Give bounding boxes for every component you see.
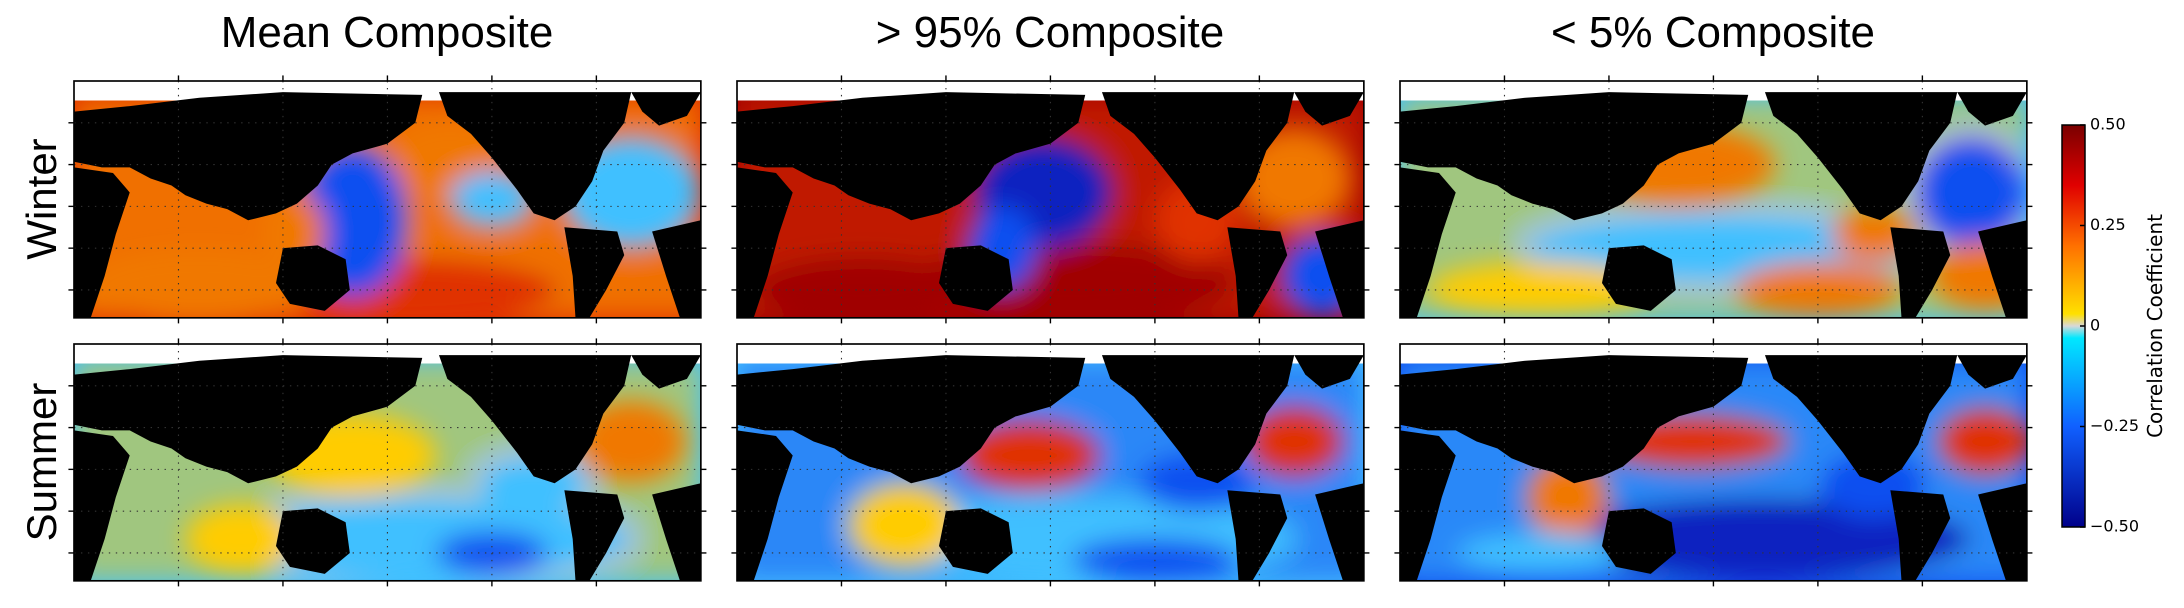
land	[438, 355, 632, 484]
land	[1601, 508, 1676, 574]
land	[1400, 355, 1749, 484]
land	[74, 92, 423, 221]
field-blob	[575, 399, 687, 484]
land	[275, 245, 350, 311]
map-panel	[68, 75, 707, 324]
land	[1400, 167, 1456, 318]
colorbar-label: Correlation Coefficient	[2143, 214, 2167, 438]
field-blob	[1936, 406, 2027, 477]
land	[1227, 227, 1288, 318]
land	[1957, 355, 2027, 389]
land	[1957, 92, 2027, 126]
land	[1890, 227, 1951, 318]
column-title: > 95% Composite	[876, 8, 1225, 57]
land	[74, 430, 130, 581]
land	[1315, 483, 1364, 581]
land	[1227, 490, 1288, 581]
map-panel	[68, 338, 707, 587]
map-content	[74, 344, 701, 581]
field-blob	[959, 420, 1100, 491]
land	[564, 490, 625, 581]
field-blob	[1245, 406, 1343, 477]
colorbar-tick-label: 0.25	[2090, 215, 2126, 234]
land	[1400, 92, 1749, 221]
land	[1764, 92, 1958, 221]
colorbar-tick-label: −0.25	[2090, 416, 2139, 435]
field-blob	[87, 255, 311, 318]
land	[1978, 483, 2027, 581]
land	[1315, 220, 1364, 318]
map-content	[737, 81, 1364, 318]
map-panel	[1394, 75, 2033, 324]
land	[1101, 355, 1295, 484]
map-content	[1400, 81, 2027, 318]
land	[652, 483, 701, 581]
land	[737, 355, 1086, 484]
land	[1978, 220, 2027, 318]
land	[631, 355, 701, 389]
land	[737, 167, 793, 318]
land	[938, 245, 1013, 311]
land	[631, 92, 701, 126]
map-panel	[1394, 338, 2033, 587]
field-blob	[1455, 532, 1623, 574]
colorbar-tick-label: −0.50	[2090, 517, 2139, 536]
row-label: Winter	[18, 138, 65, 259]
land	[1601, 245, 1676, 311]
field-blob	[185, 504, 297, 574]
land	[1400, 430, 1456, 581]
column-title: Mean Composite	[221, 8, 554, 57]
row-label: Summer	[18, 383, 65, 542]
field-blob	[750, 255, 974, 318]
map-content	[737, 344, 1364, 581]
field-blob	[1238, 129, 1350, 228]
land	[564, 227, 625, 318]
land	[1101, 92, 1295, 221]
colorbar-tick-label: 0	[2090, 316, 2100, 335]
field-blob	[1427, 262, 1651, 318]
land	[737, 92, 1086, 221]
map-panel	[731, 338, 1370, 587]
land	[275, 508, 350, 574]
column-title: < 5% Composite	[1551, 8, 1875, 57]
land	[1294, 92, 1364, 126]
land	[737, 430, 793, 581]
colorbar-tick-label: 0.50	[2090, 115, 2126, 134]
land	[1890, 490, 1951, 581]
land	[1764, 355, 1958, 484]
land	[1294, 355, 1364, 389]
land	[438, 92, 632, 221]
field-blob	[848, 483, 960, 567]
land	[74, 355, 423, 484]
land	[938, 508, 1013, 574]
land	[74, 167, 130, 318]
land	[652, 220, 701, 318]
map-content	[1400, 344, 2027, 581]
map-panel	[731, 75, 1370, 324]
map-content	[74, 81, 701, 318]
